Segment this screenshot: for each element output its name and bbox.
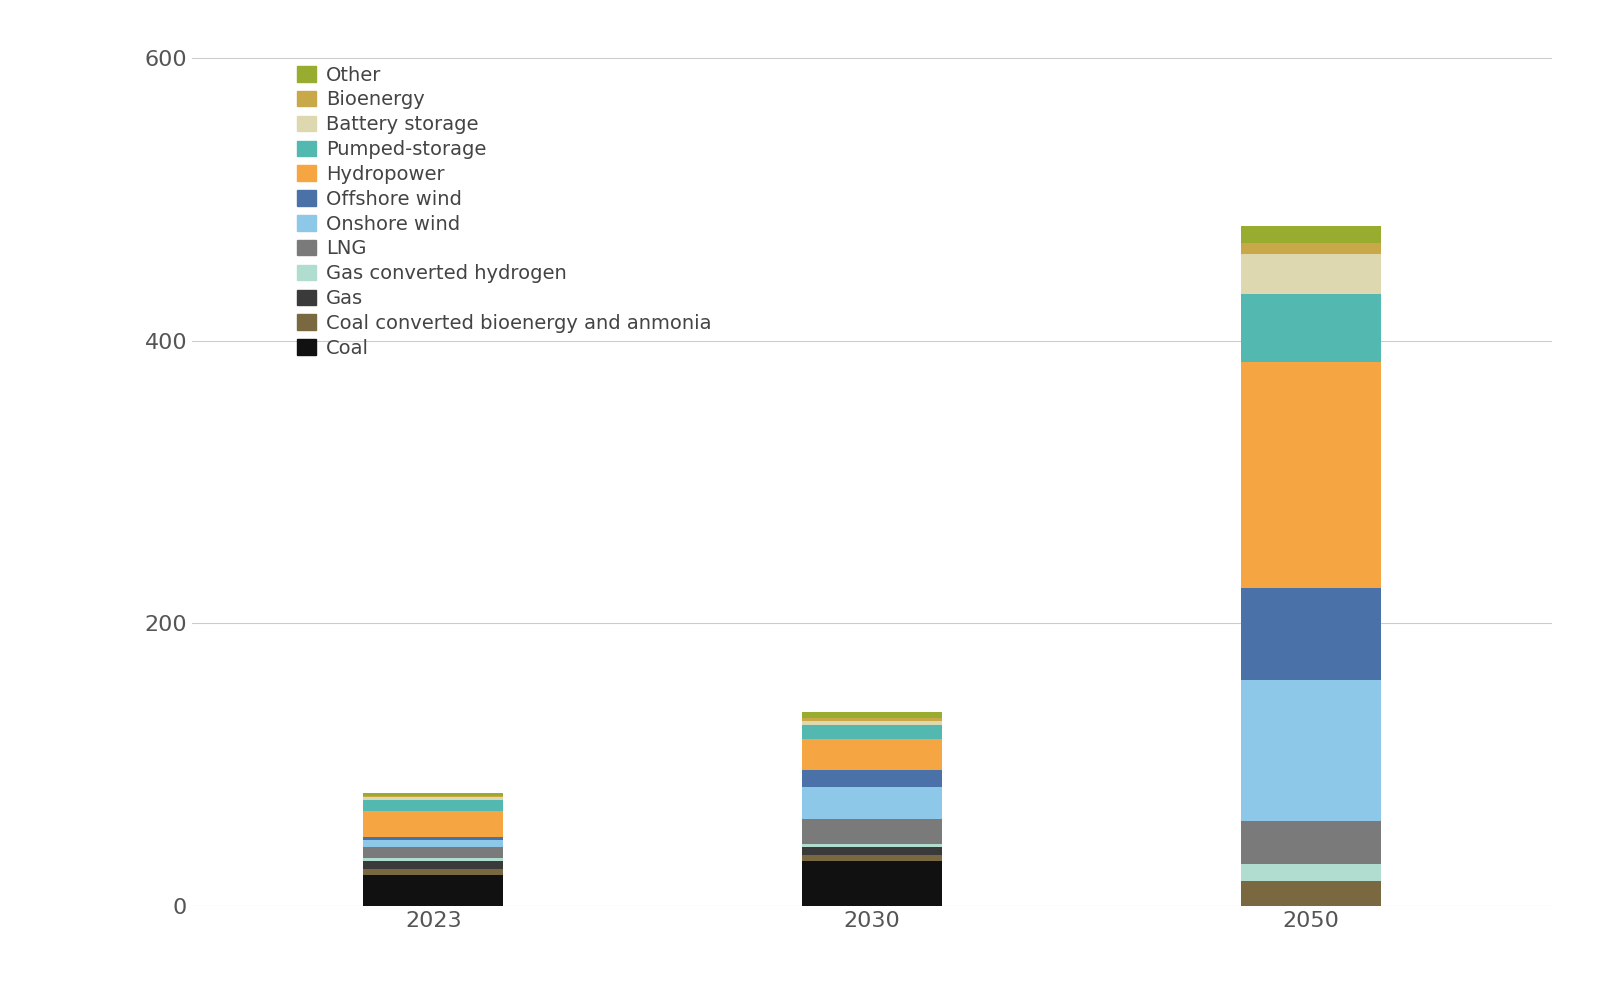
Bar <box>363 858 504 861</box>
Bar <box>363 870 504 875</box>
Bar <box>802 847 942 855</box>
Bar <box>802 819 942 844</box>
Bar <box>802 718 942 721</box>
Bar <box>1240 227 1381 243</box>
Bar <box>363 796 504 797</box>
Bar <box>802 861 942 906</box>
Bar <box>1240 881 1381 906</box>
Bar <box>1240 254 1381 294</box>
Bar <box>802 712 942 718</box>
Legend: Other, Bioenergy, Battery storage, Pumped-storage, Hydropower, Offshore wind, On: Other, Bioenergy, Battery storage, Pumpe… <box>298 66 712 358</box>
Bar <box>1240 361 1381 588</box>
Bar <box>802 770 942 787</box>
Bar <box>363 797 504 800</box>
Bar <box>1240 243 1381 254</box>
Bar <box>363 847 504 858</box>
Bar <box>363 837 504 840</box>
Bar <box>1240 680 1381 821</box>
Bar <box>802 844 942 847</box>
Bar <box>363 861 504 870</box>
Bar <box>1240 294 1381 361</box>
Bar <box>802 725 942 740</box>
Bar <box>1240 821 1381 864</box>
Bar <box>363 875 504 906</box>
Bar <box>363 840 504 847</box>
Bar <box>802 855 942 861</box>
Bar <box>1240 864 1381 881</box>
Bar <box>363 793 504 796</box>
Bar <box>363 800 504 812</box>
Bar <box>802 721 942 725</box>
Bar <box>1240 588 1381 680</box>
Bar <box>363 812 504 837</box>
Bar <box>802 740 942 770</box>
Bar <box>802 787 942 819</box>
